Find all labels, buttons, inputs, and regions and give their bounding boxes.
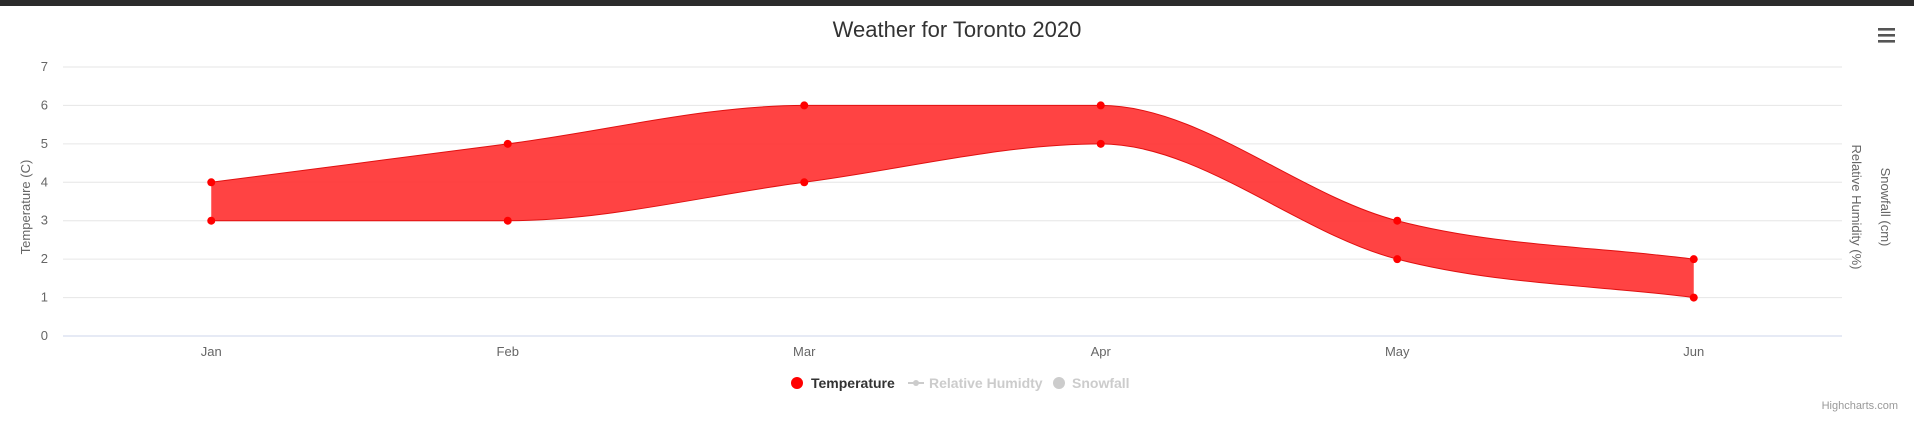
legend-label-relative-humidity: Relative Humidty (929, 375, 1043, 391)
y-tick-label: 7 (41, 59, 48, 74)
x-tick-label: Jun (1683, 344, 1704, 359)
series-layer (207, 101, 1698, 302)
credits-link[interactable]: Highcharts.com (1822, 400, 1898, 412)
chart-context-menu-button[interactable] (1874, 24, 1900, 48)
temperature-low-line (211, 143, 1694, 299)
legend-symbol-snowfall (1053, 377, 1065, 389)
legend-label-temperature: Temperature (811, 375, 895, 391)
temperature-high-point[interactable] (1393, 216, 1402, 225)
legend-item-snowfall[interactable]: Snowfall (1053, 375, 1130, 391)
y-tick-label: 5 (41, 136, 48, 151)
x-tick-label: Apr (1091, 344, 1112, 359)
y-axis-title: Temperature (C) (18, 160, 33, 255)
legend: Temperature Relative Humidty Snowfall (791, 375, 1130, 391)
temperature-low-point[interactable] (1689, 293, 1698, 302)
y-tick-label: 1 (41, 290, 48, 305)
temperature-high-point[interactable] (503, 139, 512, 148)
temperature-high-point[interactable] (1689, 255, 1698, 264)
temperature-low-point[interactable] (503, 216, 512, 225)
temperature-high-line (211, 104, 1694, 260)
legend-item-relative-humidity[interactable]: Relative Humidty (908, 375, 1043, 391)
x-tick-label: Feb (497, 344, 519, 359)
y-axis-right-title-snowfall: Snowfall (cm) (1878, 168, 1893, 247)
x-tick-label: May (1385, 344, 1410, 359)
temperature-low-point[interactable] (1096, 139, 1105, 148)
x-tick-label: Mar (793, 344, 816, 359)
temperature-high-point[interactable] (800, 101, 809, 110)
temperature-high-point[interactable] (1096, 101, 1105, 110)
y-tick-label: 6 (41, 97, 48, 112)
temperature-high-point[interactable] (207, 178, 216, 187)
y-axis-ticks: 0 1 2 3 4 5 6 7 (41, 59, 48, 343)
temperature-range-area (211, 105, 1694, 298)
y-tick-label: 0 (41, 328, 48, 343)
browser-top-bar (0, 0, 1914, 6)
y-tick-label: 4 (41, 174, 48, 189)
y-tick-label: 3 (41, 213, 48, 228)
hamburger-menu-icon (1878, 28, 1895, 43)
y-axis-right-title-humidity: Relative Humidity (%) (1849, 145, 1864, 270)
chart-title: Weather for Toronto 2020 (833, 17, 1082, 42)
temperature-low-point[interactable] (800, 178, 809, 187)
x-tick-label: Jan (201, 344, 222, 359)
y-tick-label: 2 (41, 251, 48, 266)
x-axis-ticks: Jan Feb Mar Apr May Jun (201, 344, 1704, 359)
legend-symbol-temperature (791, 377, 803, 389)
legend-symbol-relative-humidity (913, 380, 919, 386)
legend-item-temperature[interactable]: Temperature (791, 375, 895, 391)
temperature-low-point[interactable] (207, 216, 216, 225)
weather-chart: Weather for Toronto 2020 0 1 2 3 4 5 6 7 Jan Feb… (18, 17, 1900, 412)
temperature-low-point[interactable] (1393, 255, 1402, 264)
legend-label-snowfall: Snowfall (1072, 375, 1130, 391)
